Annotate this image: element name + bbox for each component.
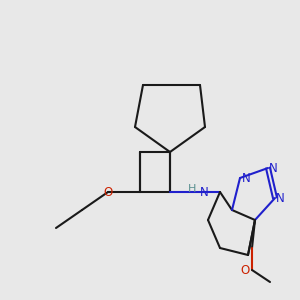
Text: N: N	[200, 185, 209, 199]
Text: N: N	[276, 191, 285, 205]
Text: O: O	[241, 263, 250, 277]
Text: N: N	[269, 161, 278, 175]
Text: N: N	[242, 172, 251, 184]
Text: H: H	[188, 184, 196, 194]
Text: O: O	[103, 185, 112, 199]
